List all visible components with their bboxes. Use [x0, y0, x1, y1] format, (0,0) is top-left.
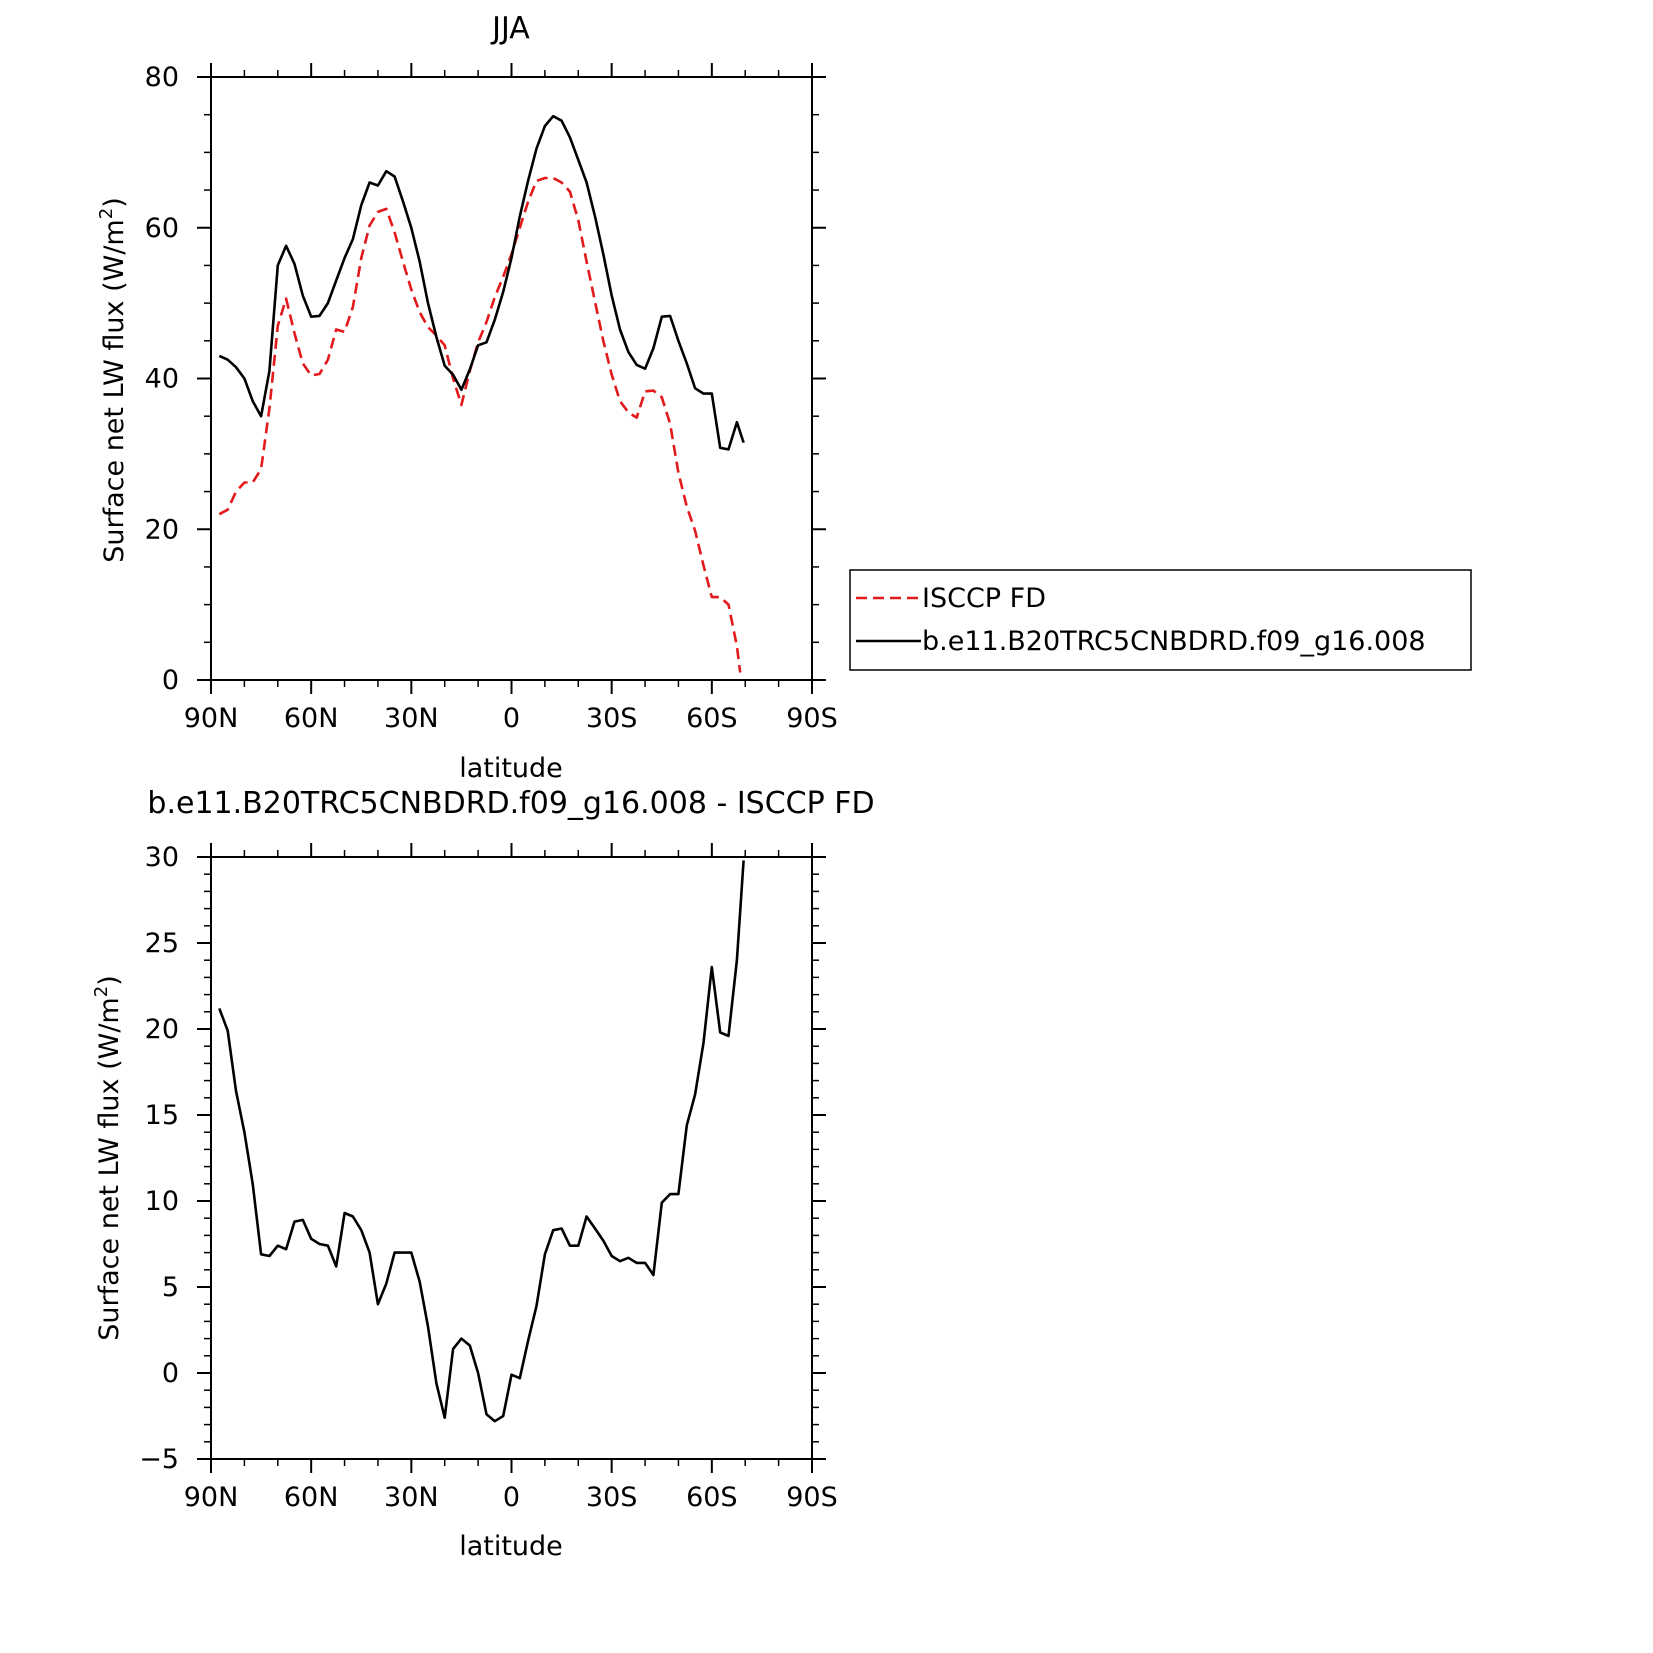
- top-x-tick-label: 90N: [184, 703, 239, 734]
- top-x-tick-label: 30S: [586, 703, 638, 734]
- bottom-y-tick-label: 25: [145, 928, 179, 959]
- top-series-line-2: [218, 114, 745, 451]
- bottom-plot-title: b.e11.B20TRC5CNBDRD.f09_g16.008 - ISCCP …: [147, 786, 874, 821]
- bottom-y-tick-label: −5: [139, 1444, 179, 1475]
- top-y-tick-label: 20: [145, 514, 179, 545]
- top-y-axis-title-close: ): [99, 197, 130, 208]
- bottom-y-axis-title: Surface net LW flux (W/m2): [91, 975, 125, 1341]
- top-y-tick-label: 40: [145, 364, 179, 395]
- top-series-line-1: [218, 176, 742, 673]
- bottom-y-axis-title-close: ): [94, 975, 125, 986]
- top-plot-title: JJA: [490, 11, 530, 46]
- top-y-axis-title-main: Surface net LW flux (W/m: [99, 219, 130, 563]
- bottom-x-tick-label: 60N: [284, 1482, 339, 1513]
- top-series-layer: [218, 114, 745, 673]
- bottom-x-tick-label: 60S: [686, 1482, 738, 1513]
- top-ticks: [197, 63, 826, 694]
- bottom-x-axis-title: latitude: [459, 1531, 563, 1562]
- bottom-ticks: [197, 843, 826, 1473]
- legend-label-model: b.e11.B20TRC5CNBDRD.f09_g16.008: [922, 626, 1426, 657]
- bottom-y-tick-label: 20: [145, 1014, 179, 1045]
- top-y-axis-title-superscript: 2: [96, 208, 117, 219]
- bottom-series-line-1: [218, 860, 745, 1423]
- bottom-y-tick-label: 15: [145, 1100, 179, 1131]
- legend: ISCCP FD b.e11.B20TRC5CNBDRD.f09_g16.008: [849, 569, 1472, 671]
- bottom-y-tick-label: 10: [145, 1186, 179, 1217]
- bottom-series-layer: [218, 860, 745, 1423]
- top-y-tick-label: 80: [145, 62, 179, 93]
- top-y-tick-label: 60: [145, 213, 179, 244]
- top-x-axis-title: latitude: [459, 753, 563, 784]
- bottom-x-tick-label: 30N: [384, 1482, 439, 1513]
- bottom-panel: b.e11.B20TRC5CNBDRD.f09_g16.008 - ISCCP …: [91, 786, 875, 1562]
- top-panel: JJA 90N 60N 30N 0 30S 60S 90S 0 20 40 60 80 latitud…: [96, 11, 1472, 784]
- bottom-x-tick-label: 30S: [586, 1482, 638, 1513]
- top-x-tick-label: 90S: [786, 703, 838, 734]
- top-x-tick-label: 60S: [686, 703, 738, 734]
- bottom-y-axis-title-main: Surface net LW flux (W/m: [94, 997, 125, 1341]
- top-y-axis-title: Surface net LW flux (W/m2): [96, 197, 130, 563]
- bottom-y-tick-label: 0: [162, 1358, 179, 1389]
- bottom-tick-labels: 90N 60N 30N 0 30S 60S 90S −5 0 5 10 15 20 25 30: [139, 842, 838, 1513]
- bottom-y-axis-title-superscript: 2: [91, 986, 112, 997]
- bottom-y-tick-label: 30: [145, 842, 179, 873]
- bottom-plot-frame: [210, 856, 813, 1460]
- bottom-x-tick-label: 90N: [184, 1482, 239, 1513]
- legend-label-isccp: ISCCP FD: [922, 583, 1046, 614]
- top-y-tick-label: 0: [162, 665, 179, 696]
- top-x-tick-label: 0: [503, 703, 520, 734]
- bottom-x-tick-label: 0: [503, 1482, 520, 1513]
- legend-box: [849, 569, 1472, 671]
- top-x-tick-label: 30N: [384, 703, 439, 734]
- bottom-y-tick-label: 5: [162, 1272, 179, 1303]
- top-x-tick-label: 60N: [284, 703, 339, 734]
- top-plot-frame: [210, 76, 813, 681]
- bottom-x-tick-label: 90S: [786, 1482, 838, 1513]
- top-tick-labels: 90N 60N 30N 0 30S 60S 90S 0 20 40 60 80: [145, 62, 838, 734]
